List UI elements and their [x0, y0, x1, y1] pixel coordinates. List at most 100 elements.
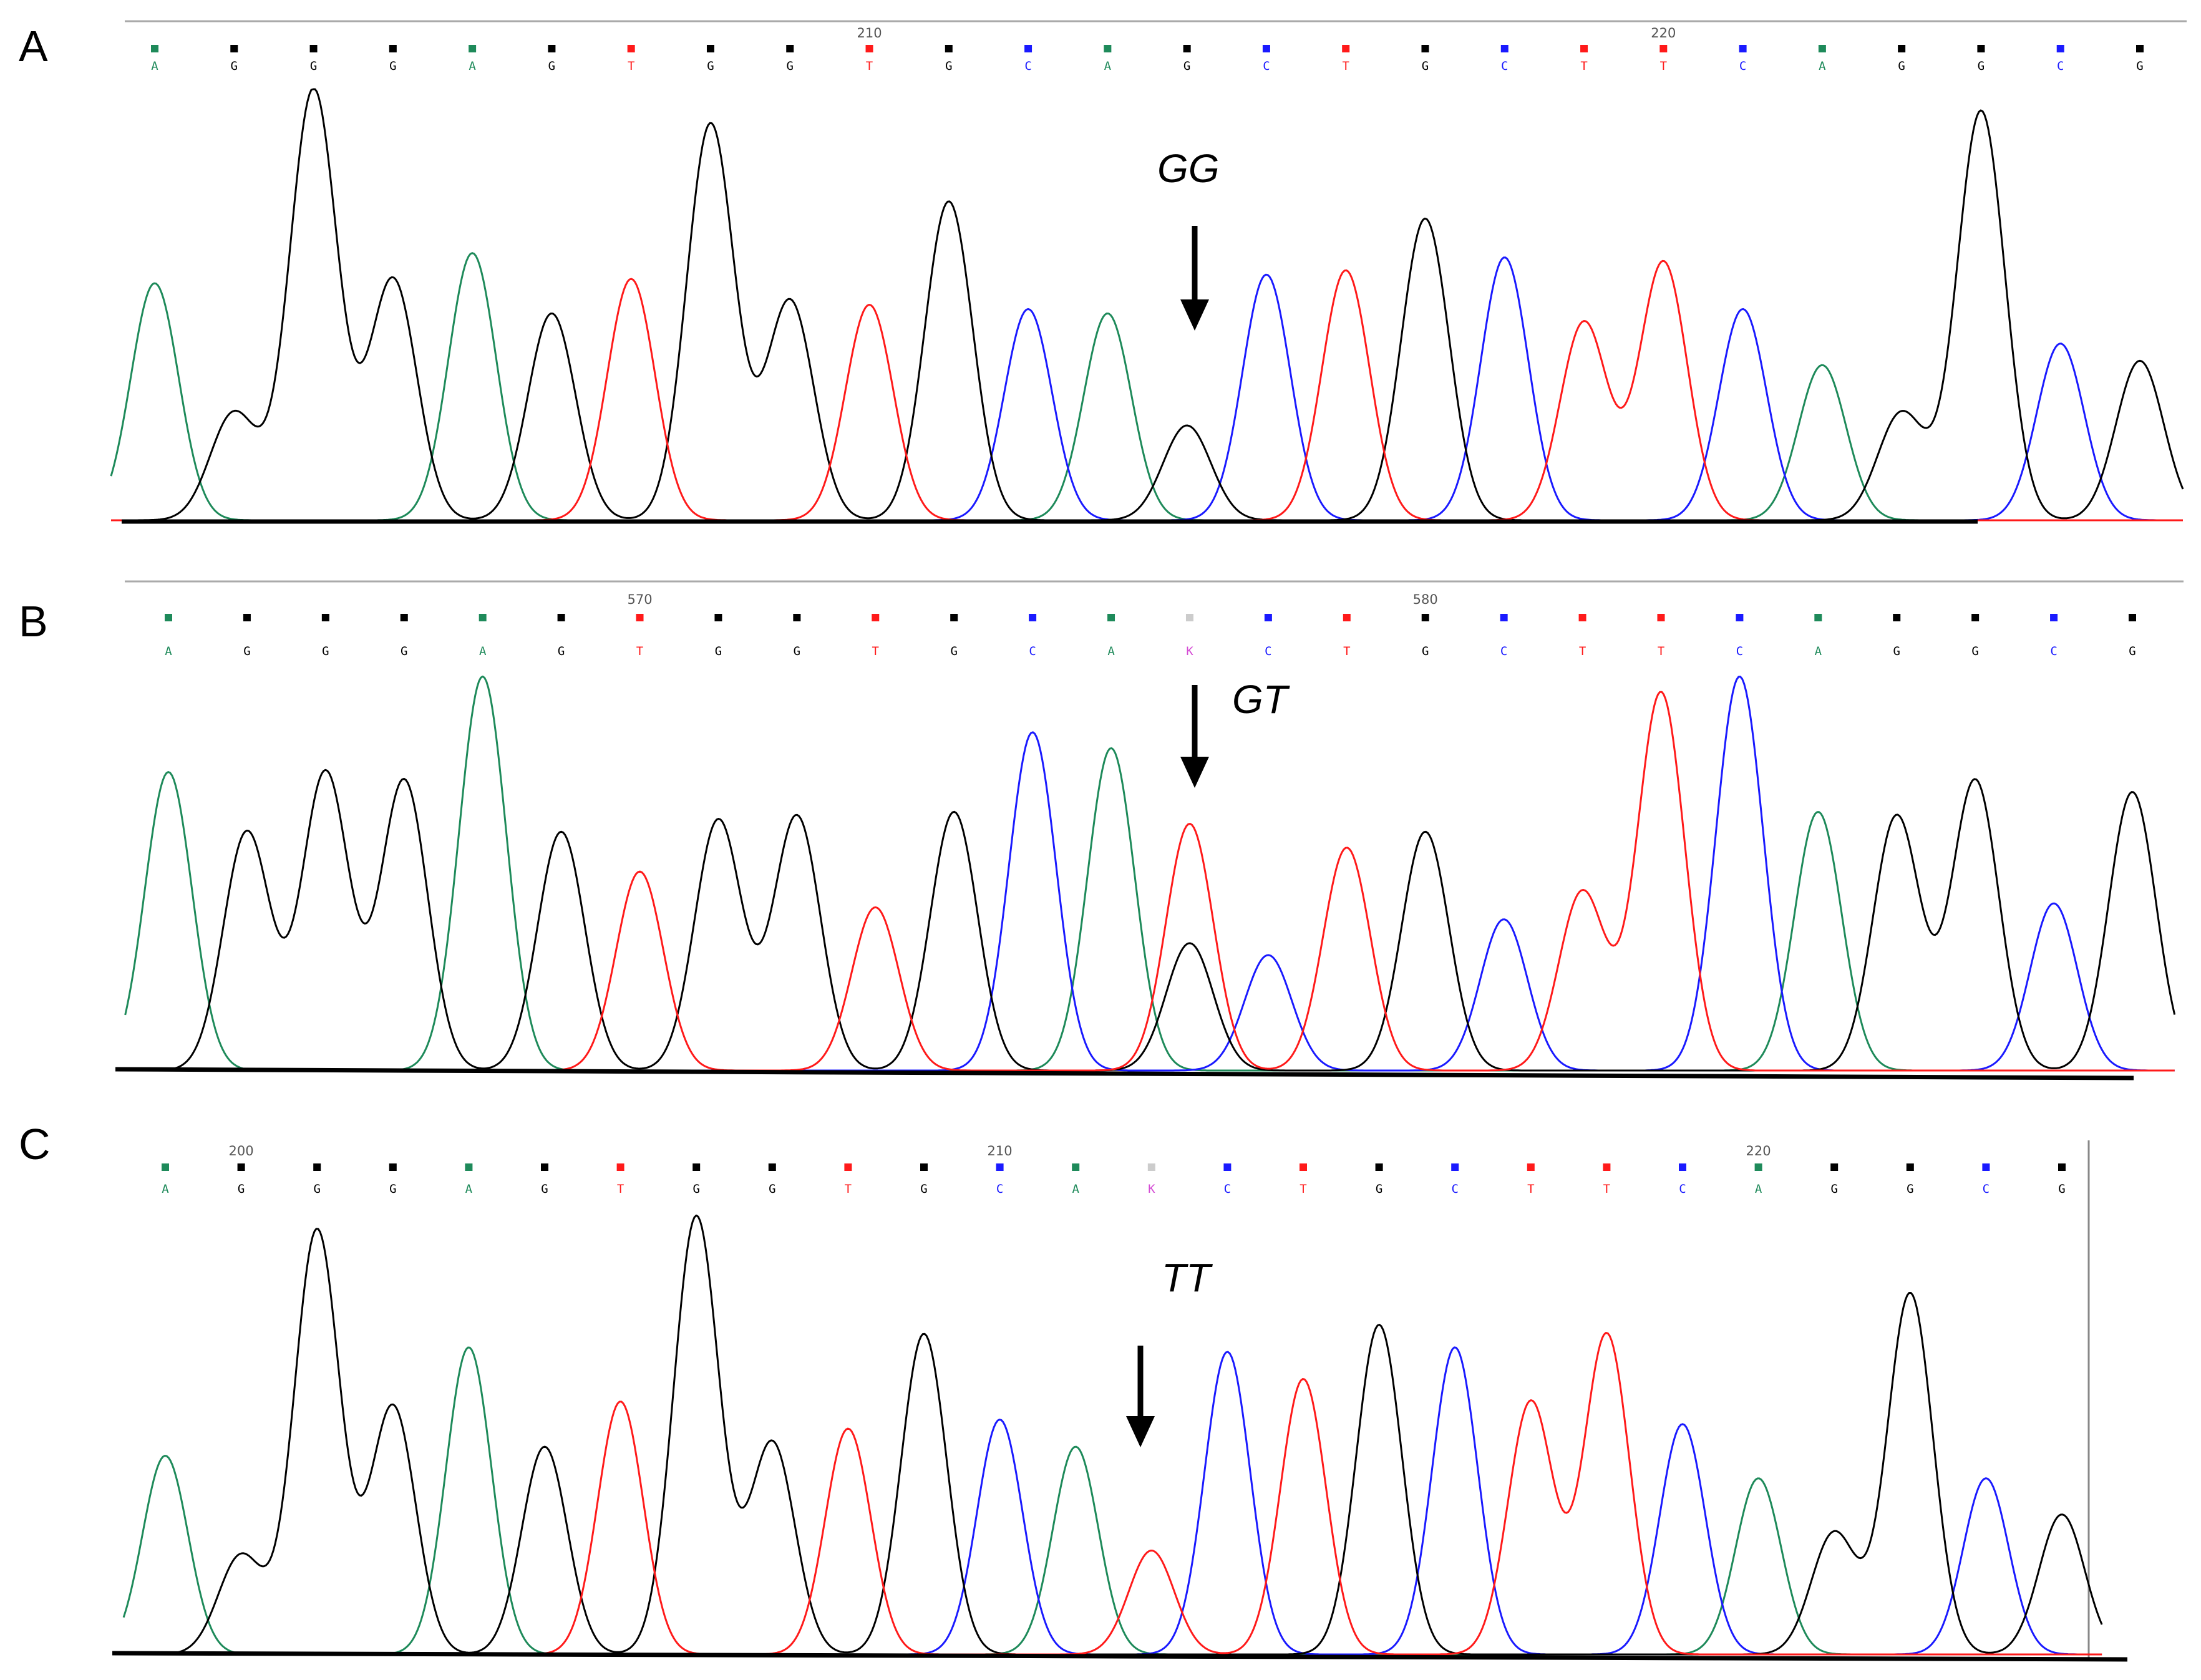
base-quality-marker	[162, 1163, 169, 1171]
base-call-label: G	[313, 1182, 320, 1196]
base-call-label: G	[707, 59, 714, 73]
baseline	[115, 1067, 2134, 1080]
base-quality-marker	[479, 614, 487, 621]
base-call-label: G	[1422, 59, 1429, 73]
base-quality-marker	[1971, 614, 1980, 621]
base-quality-marker	[920, 1163, 928, 1171]
base-quality-marker	[557, 614, 565, 621]
arrow-icon	[1180, 685, 1209, 788]
base-quality-marker	[706, 45, 714, 52]
base-call-label: C	[1679, 1182, 1686, 1196]
base-quality-marker	[872, 614, 880, 621]
base-call-label: G	[558, 644, 565, 658]
base-quality-marker	[230, 45, 238, 52]
base-call-label: T	[1660, 59, 1667, 73]
base-call-label: G	[389, 59, 396, 73]
base-quality-marker	[1500, 45, 1509, 52]
base-quality-marker	[1300, 1163, 1307, 1171]
base-quality-marker	[1421, 45, 1429, 52]
trace-g-channel	[124, 1214, 2103, 1656]
base-quality-marker	[1500, 614, 1508, 621]
base-call-label: G	[2129, 644, 2135, 658]
base-quality-marker	[151, 45, 158, 52]
base-call-label: G	[1376, 1182, 1382, 1196]
base-quality-marker	[389, 1163, 397, 1171]
base-quality-marker	[2056, 45, 2064, 52]
base-quality-marker	[1982, 1163, 1990, 1171]
base-quality-marker	[1147, 1163, 1155, 1171]
panel-label: C	[19, 1120, 51, 1168]
trace-t-channel	[124, 1332, 2102, 1656]
base-call-label: C	[1451, 1182, 1458, 1196]
base-quality-marker	[469, 45, 477, 52]
base-quality-marker	[1898, 45, 1906, 52]
base-quality-marker	[2058, 1163, 2066, 1171]
base-call-label: A	[1819, 59, 1826, 73]
base-call-label: G	[715, 644, 722, 658]
base-quality-marker	[309, 45, 318, 52]
base-quality-marker	[844, 1163, 852, 1171]
base-call-label: C	[1500, 644, 1507, 658]
base-call-label: G	[1907, 1182, 1913, 1196]
base-quality-marker	[1264, 614, 1272, 621]
base-call-label: G	[945, 59, 952, 73]
base-call-label: C	[996, 1182, 1003, 1196]
base-call-label: K	[1186, 644, 1193, 658]
base-quality-marker	[465, 1163, 473, 1171]
base-call-label: G	[920, 1182, 927, 1196]
position-number: 220	[1746, 1143, 1771, 1158]
trace-t-channel	[111, 260, 2183, 522]
base-quality-marker	[1893, 614, 1901, 621]
position-number: 580	[1413, 592, 1438, 607]
base-quality-marker	[1603, 1163, 1611, 1171]
base-quality-marker	[996, 1163, 1004, 1171]
trace-t-channel	[125, 691, 2175, 1072]
base-quality-marker	[945, 45, 953, 52]
base-call-label: T	[1300, 1182, 1306, 1196]
base-quality-marker	[865, 45, 873, 52]
base-call-label: G	[1893, 644, 1900, 658]
base-call-label: T	[845, 1182, 852, 1196]
base-quality-marker	[1906, 1163, 1914, 1171]
base-call-label: C	[2057, 59, 2064, 73]
base-call-label: G	[401, 644, 407, 658]
trace-a-channel	[124, 675, 2175, 1072]
base-call-label: A	[165, 644, 172, 658]
base-quality-marker	[389, 45, 397, 52]
base-call-label: C	[1983, 1182, 1990, 1196]
base-quality-marker	[1104, 45, 1112, 52]
base-call-label: G	[1830, 1182, 1837, 1196]
base-quality-marker	[2136, 45, 2144, 52]
position-numbers: 570 580	[627, 592, 1437, 607]
base-quality-marker	[1659, 45, 1668, 52]
base-quality-marker	[1183, 45, 1191, 52]
base-call-label: A	[1104, 59, 1112, 73]
position-numbers: 200 210 220	[229, 1143, 1771, 1158]
base-call-label: T	[1580, 59, 1587, 73]
trace-g-channel	[111, 88, 2184, 522]
base-quality-marker	[243, 614, 251, 621]
base-quality-marker	[1679, 1163, 1686, 1171]
base-call-label: G	[548, 59, 555, 73]
base-quality-marker	[1072, 1163, 1080, 1171]
trace-g-channel	[125, 769, 2176, 1072]
base-call-label: T	[1603, 1182, 1610, 1196]
base-quality-marker	[313, 1163, 321, 1171]
base-call-label: G	[692, 1182, 699, 1196]
base-quality-marker	[165, 614, 172, 621]
base-call-label: T	[872, 644, 879, 658]
base-call-label: G	[231, 59, 238, 73]
base-call-label: A	[465, 1182, 473, 1196]
chromatogram-traces	[122, 1214, 2103, 1656]
chromatogram-traces	[110, 88, 2184, 522]
base-call-label: A	[1755, 1182, 1762, 1196]
arrow-icon	[1126, 1346, 1155, 1447]
position-number: 200	[229, 1143, 254, 1158]
base-quality-marker	[616, 1163, 624, 1171]
trace-c-channel	[111, 256, 2183, 522]
base-quality-marker	[1527, 1163, 1535, 1171]
base-call-label: T	[1343, 644, 1350, 658]
